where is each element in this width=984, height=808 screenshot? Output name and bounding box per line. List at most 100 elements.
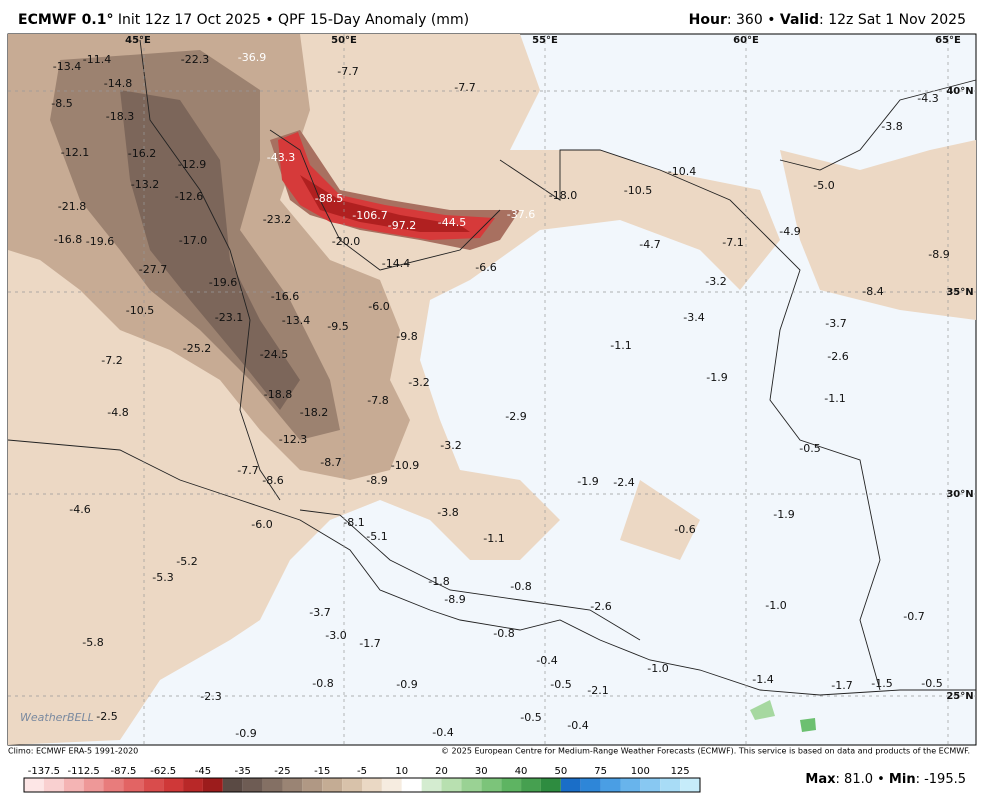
colorbar-swatch — [540, 778, 561, 792]
value-label: -16.6 — [271, 290, 299, 303]
value-label: -3.7 — [309, 606, 330, 619]
lon-label: 45°E — [125, 35, 151, 46]
value-label: -16.2 — [128, 147, 156, 160]
value-label: -2.6 — [590, 600, 611, 613]
value-label: -0.8 — [312, 677, 333, 690]
value-label: -10.4 — [668, 165, 696, 178]
value-label: -4.3 — [917, 92, 938, 105]
colorbar-swatch — [441, 778, 462, 792]
value-label: -8.9 — [444, 593, 465, 606]
value-label: -7.1 — [722, 236, 743, 249]
value-label: -18.2 — [300, 406, 328, 419]
colorbar-swatch — [202, 778, 223, 792]
value-label: -0.5 — [550, 678, 571, 691]
value-label: -13.4 — [282, 314, 310, 327]
climo-note: Climo: ECMWF ERA-5 1991-2020 — [8, 747, 138, 756]
value-label: -88.5 — [315, 192, 343, 205]
value-label: -8.9 — [928, 248, 949, 261]
value-label: -106.7 — [352, 209, 387, 222]
value-label: -1.0 — [647, 662, 668, 675]
colorbar-label: -62.5 — [150, 766, 176, 777]
value-label: -5.8 — [82, 636, 103, 649]
value-label: -3.2 — [705, 275, 726, 288]
value-label: -1.9 — [577, 475, 598, 488]
colorbar-label: 125 — [671, 766, 690, 777]
logo: WeatherBELL — [20, 711, 94, 724]
value-label: -14.8 — [104, 77, 132, 90]
value-label: -10.5 — [624, 184, 652, 197]
value-label: -12.3 — [279, 433, 307, 446]
lon-label: 50°E — [331, 35, 357, 46]
value-label: -2.1 — [587, 684, 608, 697]
value-label: -8.1 — [343, 516, 364, 529]
value-label: -19.6 — [86, 235, 114, 248]
anomaly-shading — [8, 34, 976, 745]
value-label: -0.4 — [432, 726, 453, 739]
max-value: : 81.0 • — [836, 772, 889, 787]
lon-label: 65°E — [935, 35, 961, 46]
colorbar-swatch — [83, 778, 104, 792]
hour-value: : 360 • — [727, 12, 780, 28]
colorbar-label: -112.5 — [68, 766, 100, 777]
value-label: -2.5 — [96, 710, 117, 723]
colorbar-label: -15 — [314, 766, 330, 777]
value-label: -2.4 — [613, 476, 634, 489]
colorbar-label: -5 — [357, 766, 367, 777]
value-label: -6.0 — [368, 300, 389, 313]
colorbar-label: 75 — [594, 766, 607, 777]
value-label: -0.9 — [396, 678, 417, 691]
value-label: -37.6 — [507, 208, 535, 221]
value-label: -23.1 — [215, 311, 243, 324]
value-label: -2.9 — [505, 410, 526, 423]
colorbar-swatch — [401, 778, 422, 792]
value-label: -3.4 — [683, 311, 704, 324]
coordinate-labels: 45°E 50°E 55°E 60°E 65°E 40°N 35°N 30°N 25°N — [125, 35, 974, 702]
lon-label: 60°E — [733, 35, 759, 46]
value-label: -6.6 — [475, 261, 496, 274]
colorbar-label: -25 — [274, 766, 290, 777]
colorbar-swatch — [222, 778, 243, 792]
colorbar-swatch — [660, 778, 681, 792]
colorbar-label: 50 — [554, 766, 567, 777]
value-label: -11.4 — [83, 53, 111, 66]
colorbar-swatch — [481, 778, 502, 792]
colorbar-swatch — [521, 778, 541, 792]
value-label: -0.4 — [536, 654, 557, 667]
colorbar-swatch — [560, 778, 581, 792]
value-label: -23.2 — [263, 213, 291, 226]
value-label: -12.6 — [175, 190, 203, 203]
colorbar: -137.5 -112.5 -87.5 -62.5 -45 -35 -25 -15 -5 10 20… — [23, 766, 701, 793]
value-label: -0.6 — [674, 523, 695, 536]
colorbar-swatch — [163, 778, 184, 792]
value-label: -8.5 — [51, 97, 72, 110]
valid-value: : 12z Sat 1 Nov 2025 — [819, 12, 966, 28]
lat-label: 40°N — [946, 86, 973, 97]
valid-label: Valid — [780, 12, 819, 28]
value-label: -7.2 — [101, 354, 122, 367]
value-label: -18.8 — [264, 388, 292, 401]
value-label: -19.6 — [209, 276, 237, 289]
value-label: -27.7 — [139, 263, 167, 276]
copyright: © 2025 European Centre for Medium-Range … — [441, 747, 970, 756]
value-label: -3.2 — [408, 376, 429, 389]
hour-label: Hour — [689, 12, 727, 28]
value-label: -36.9 — [238, 51, 266, 64]
min-label: Min — [889, 772, 916, 787]
colorbar-label: -87.5 — [110, 766, 136, 777]
value-label: -5.2 — [176, 555, 197, 568]
value-label: -0.5 — [520, 711, 541, 724]
value-label: -16.8 — [54, 233, 82, 246]
value-label: -7.7 — [337, 65, 358, 78]
value-label: -5.1 — [366, 530, 387, 543]
colorbar-label: 30 — [475, 766, 488, 777]
colorbar-swatch — [24, 778, 44, 792]
model: ECMWF 0.1° — [18, 12, 113, 28]
colorbar-swatch — [262, 778, 283, 792]
colorbar-swatch — [640, 778, 661, 792]
colorbar-swatch — [43, 778, 64, 792]
value-label: -4.7 — [639, 238, 660, 251]
value-label: -5.0 — [813, 179, 834, 192]
lat-label: 30°N — [946, 489, 973, 500]
value-label: -4.8 — [107, 406, 128, 419]
